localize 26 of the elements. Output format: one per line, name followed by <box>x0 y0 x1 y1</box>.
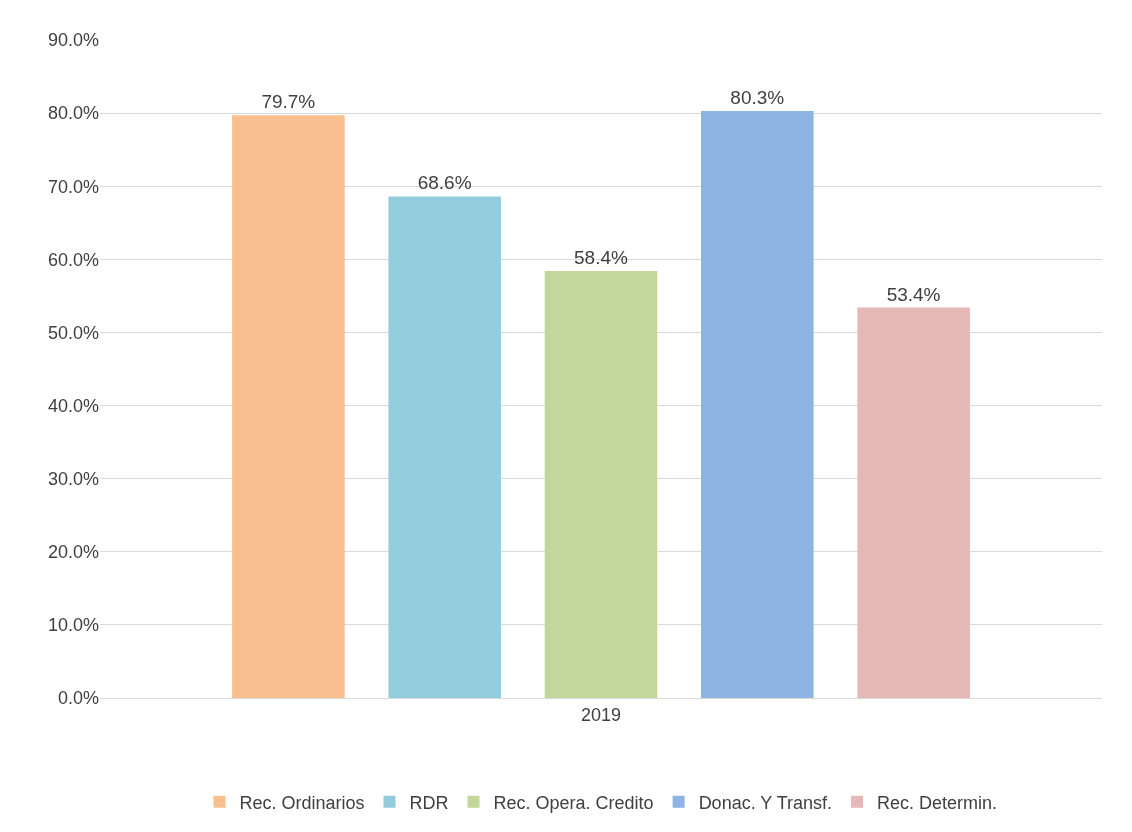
y-tick-label: 80.0% <box>47 103 99 124</box>
y-tick-label: 60.0% <box>47 249 99 270</box>
data-label: 68.6% <box>417 172 472 194</box>
y-tick-label: 10.0% <box>47 615 99 636</box>
y-tick-label: 30.0% <box>47 468 99 489</box>
y-tick-label: 50.0% <box>47 322 99 343</box>
legend-label: Donac. Y Transf. <box>698 792 833 813</box>
data-label: 80.3% <box>730 86 785 108</box>
y-tick-label: 0.0% <box>57 688 99 709</box>
y-tick-label: 20.0% <box>47 542 99 563</box>
bar <box>701 110 814 698</box>
legend-label: Rec. Ordinarios <box>239 792 365 813</box>
data-label: 53.4% <box>886 283 941 305</box>
y-tick-label: 90.0% <box>47 30 99 51</box>
bar <box>857 307 970 698</box>
x-tick-label: 2019 <box>580 704 622 725</box>
legend-label: Rec. Opera. Credito <box>493 792 654 813</box>
y-tick-label: 40.0% <box>47 395 99 416</box>
bar <box>388 196 501 698</box>
legend-label: RDR <box>409 792 449 813</box>
data-label: 79.7% <box>261 91 316 113</box>
bar <box>232 115 345 698</box>
legend-label: Rec. Determin. <box>877 792 998 813</box>
bar <box>544 271 658 698</box>
data-label: 58.4% <box>574 247 628 269</box>
y-tick-label: 70.0% <box>47 176 99 197</box>
